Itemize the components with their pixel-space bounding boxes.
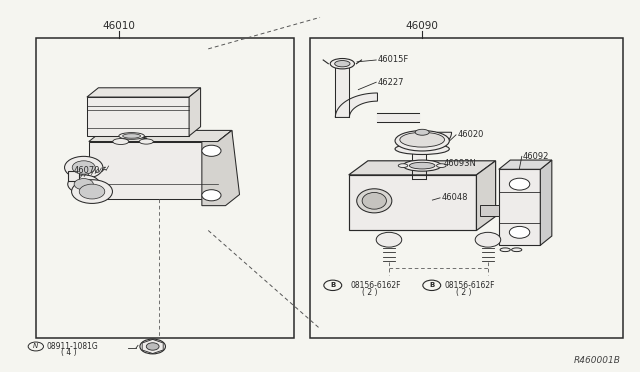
- Ellipse shape: [415, 129, 429, 135]
- Circle shape: [376, 232, 402, 247]
- Polygon shape: [335, 93, 378, 118]
- Ellipse shape: [395, 131, 449, 151]
- Text: B: B: [429, 282, 435, 288]
- Circle shape: [202, 145, 221, 156]
- Ellipse shape: [511, 248, 522, 251]
- Circle shape: [509, 178, 530, 190]
- Text: 08156-6162F: 08156-6162F: [350, 281, 401, 290]
- Polygon shape: [202, 131, 239, 206]
- Text: 08156-6162F: 08156-6162F: [445, 281, 495, 290]
- Circle shape: [65, 156, 103, 179]
- Ellipse shape: [123, 134, 141, 138]
- Polygon shape: [476, 161, 495, 231]
- Ellipse shape: [330, 58, 355, 69]
- Ellipse shape: [119, 133, 145, 139]
- Polygon shape: [89, 131, 232, 141]
- Circle shape: [147, 343, 159, 350]
- Text: 46048: 46048: [442, 193, 468, 202]
- Polygon shape: [540, 160, 552, 245]
- Circle shape: [68, 175, 100, 193]
- Polygon shape: [87, 88, 200, 97]
- Ellipse shape: [410, 162, 435, 169]
- Polygon shape: [89, 141, 218, 199]
- Polygon shape: [499, 169, 540, 245]
- Circle shape: [72, 180, 113, 203]
- Text: 46015F: 46015F: [378, 55, 409, 64]
- Ellipse shape: [436, 164, 446, 167]
- Polygon shape: [479, 205, 499, 216]
- Polygon shape: [349, 161, 495, 175]
- Ellipse shape: [362, 192, 387, 209]
- Text: 46227: 46227: [378, 78, 404, 87]
- Circle shape: [74, 179, 93, 190]
- Text: ( 2 ): ( 2 ): [456, 288, 472, 297]
- Polygon shape: [218, 131, 232, 199]
- Ellipse shape: [403, 160, 442, 171]
- Text: 46093N: 46093N: [444, 159, 476, 168]
- Text: 46090: 46090: [406, 21, 438, 31]
- Text: R460001B: R460001B: [573, 356, 620, 365]
- Text: 46010: 46010: [102, 21, 135, 31]
- Text: N: N: [33, 343, 38, 349]
- Polygon shape: [499, 160, 552, 169]
- Text: 46070: 46070: [74, 166, 100, 174]
- Text: 46020: 46020: [458, 130, 484, 140]
- Ellipse shape: [398, 164, 408, 167]
- Circle shape: [475, 232, 500, 247]
- Ellipse shape: [335, 61, 350, 67]
- Polygon shape: [189, 88, 200, 136]
- Text: 08911-1081G: 08911-1081G: [47, 342, 99, 351]
- Polygon shape: [419, 132, 452, 151]
- Polygon shape: [68, 171, 79, 181]
- Text: 46092: 46092: [523, 152, 550, 161]
- Polygon shape: [349, 175, 476, 231]
- Ellipse shape: [140, 139, 154, 144]
- Ellipse shape: [113, 138, 129, 144]
- Circle shape: [509, 227, 530, 238]
- Text: ( 2 ): ( 2 ): [362, 288, 377, 297]
- Text: B: B: [330, 282, 335, 288]
- Ellipse shape: [400, 132, 445, 147]
- Ellipse shape: [500, 248, 510, 251]
- Ellipse shape: [395, 143, 449, 154]
- Ellipse shape: [356, 189, 392, 213]
- Circle shape: [72, 161, 95, 174]
- Text: ( 4 ): ( 4 ): [61, 348, 77, 357]
- Circle shape: [79, 184, 105, 199]
- Circle shape: [140, 339, 166, 354]
- Circle shape: [202, 190, 221, 201]
- Polygon shape: [87, 97, 189, 136]
